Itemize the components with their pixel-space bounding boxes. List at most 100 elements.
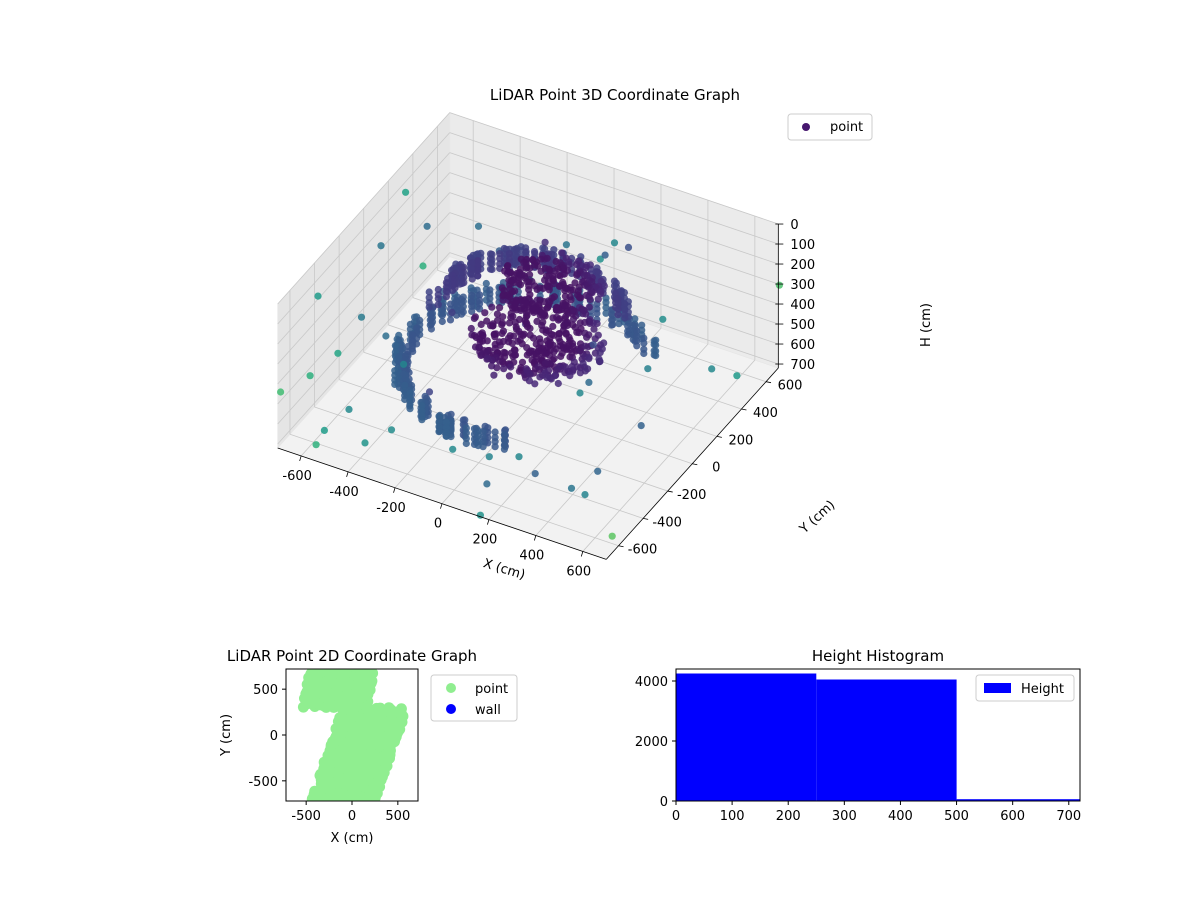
ztick-label: 200	[790, 258, 815, 273]
point-3d	[402, 188, 410, 196]
point-3d	[425, 288, 433, 296]
point-3d	[577, 325, 585, 333]
ztick-label: 300	[790, 278, 815, 293]
point-3d	[560, 264, 568, 272]
chart-2d-title: LiDAR Point 2D Coordinate Graph	[227, 647, 477, 665]
point-3d	[554, 305, 563, 313]
point-3d	[525, 377, 534, 385]
ytick-label: -500	[248, 775, 278, 790]
xtick-label: 400	[519, 549, 544, 564]
point-3d	[418, 416, 426, 424]
xtick-mark	[580, 551, 584, 557]
point-3d	[438, 317, 446, 326]
xtick-label: 300	[832, 809, 857, 824]
gridline-z-left	[277, 132, 451, 325]
point-3d	[561, 363, 570, 371]
point-3d	[491, 443, 499, 451]
point-2d	[383, 715, 395, 727]
ytick-label: 500	[253, 683, 278, 698]
point-3d	[482, 279, 490, 288]
chart-3d-title: LiDAR Point 3D Coordinate Graph	[490, 86, 740, 104]
point-3d	[515, 453, 523, 461]
point-3d	[427, 315, 435, 323]
point-2d	[345, 720, 357, 732]
point-2d	[311, 680, 323, 692]
point-3d	[624, 322, 632, 330]
point-3d	[498, 321, 506, 329]
point-2d	[350, 771, 362, 783]
point-3d	[399, 344, 407, 352]
point-3d	[423, 222, 431, 230]
point-3d	[427, 320, 435, 328]
point-3d	[438, 306, 446, 314]
point-3d	[434, 295, 442, 303]
point-3d	[624, 331, 632, 339]
point-3d	[559, 340, 567, 349]
xtick-label: -400	[329, 485, 359, 500]
point-3d	[499, 313, 507, 321]
point-3d	[532, 350, 540, 358]
point-3d	[529, 256, 537, 264]
xtick-label: 700	[1056, 809, 1081, 824]
point-3d	[462, 434, 470, 443]
point-3d	[640, 349, 648, 358]
xtick-label: -500	[291, 809, 321, 824]
point-3d	[505, 334, 513, 342]
point-3d	[391, 342, 399, 350]
point-3d	[516, 281, 525, 289]
point-3d	[586, 295, 594, 304]
ytick-mark	[618, 545, 624, 548]
point-3d	[526, 331, 534, 339]
point-3d	[462, 439, 470, 448]
chart-2d-plot	[297, 669, 409, 801]
point-3d	[479, 332, 487, 340]
point-3d	[320, 426, 328, 434]
point-3d	[442, 418, 451, 427]
gridline-z-back	[449, 172, 779, 285]
xtick-label: 0	[348, 809, 356, 824]
point-3d	[486, 259, 495, 267]
point-3d	[277, 388, 285, 396]
point-3d	[499, 291, 508, 299]
point-2d	[340, 794, 352, 801]
point-3d	[505, 319, 514, 327]
point-3d	[419, 262, 427, 270]
point-3d	[608, 316, 616, 324]
point-3d	[554, 379, 562, 388]
point-3d	[491, 428, 499, 436]
point-2d	[355, 791, 367, 801]
point-2d	[325, 766, 337, 778]
gridline-z-back	[449, 132, 779, 245]
point-3d	[510, 346, 519, 354]
point-3d	[312, 441, 320, 449]
point-3d	[733, 372, 741, 380]
point-3d	[474, 272, 482, 280]
point-2d	[320, 690, 332, 702]
point-3d	[614, 311, 622, 319]
chart-3d-legend: point	[787, 113, 873, 141]
point-3d	[610, 239, 619, 247]
point-3d	[435, 428, 443, 436]
point-3d	[395, 353, 403, 361]
point-3d	[543, 304, 551, 312]
point-3d	[462, 429, 470, 437]
point-2d	[337, 674, 349, 686]
histogram-title: Height Histogram	[812, 647, 944, 665]
xtick-label: 200	[472, 533, 497, 548]
gridline-z-left	[277, 212, 451, 405]
point-2d	[354, 670, 366, 682]
point-3d	[525, 349, 533, 357]
point-2d	[333, 720, 345, 732]
point-3d	[562, 329, 570, 337]
point-3d	[569, 306, 577, 314]
ytick-label: 200	[728, 433, 753, 448]
point-3d	[537, 267, 545, 275]
point-3d	[496, 255, 504, 263]
point-3d	[476, 300, 484, 308]
point-3d	[442, 287, 450, 295]
point-3d	[549, 322, 557, 330]
point-3d	[659, 315, 667, 323]
point-3d	[476, 291, 484, 299]
point-3d	[517, 297, 526, 305]
point-2d	[369, 716, 381, 728]
